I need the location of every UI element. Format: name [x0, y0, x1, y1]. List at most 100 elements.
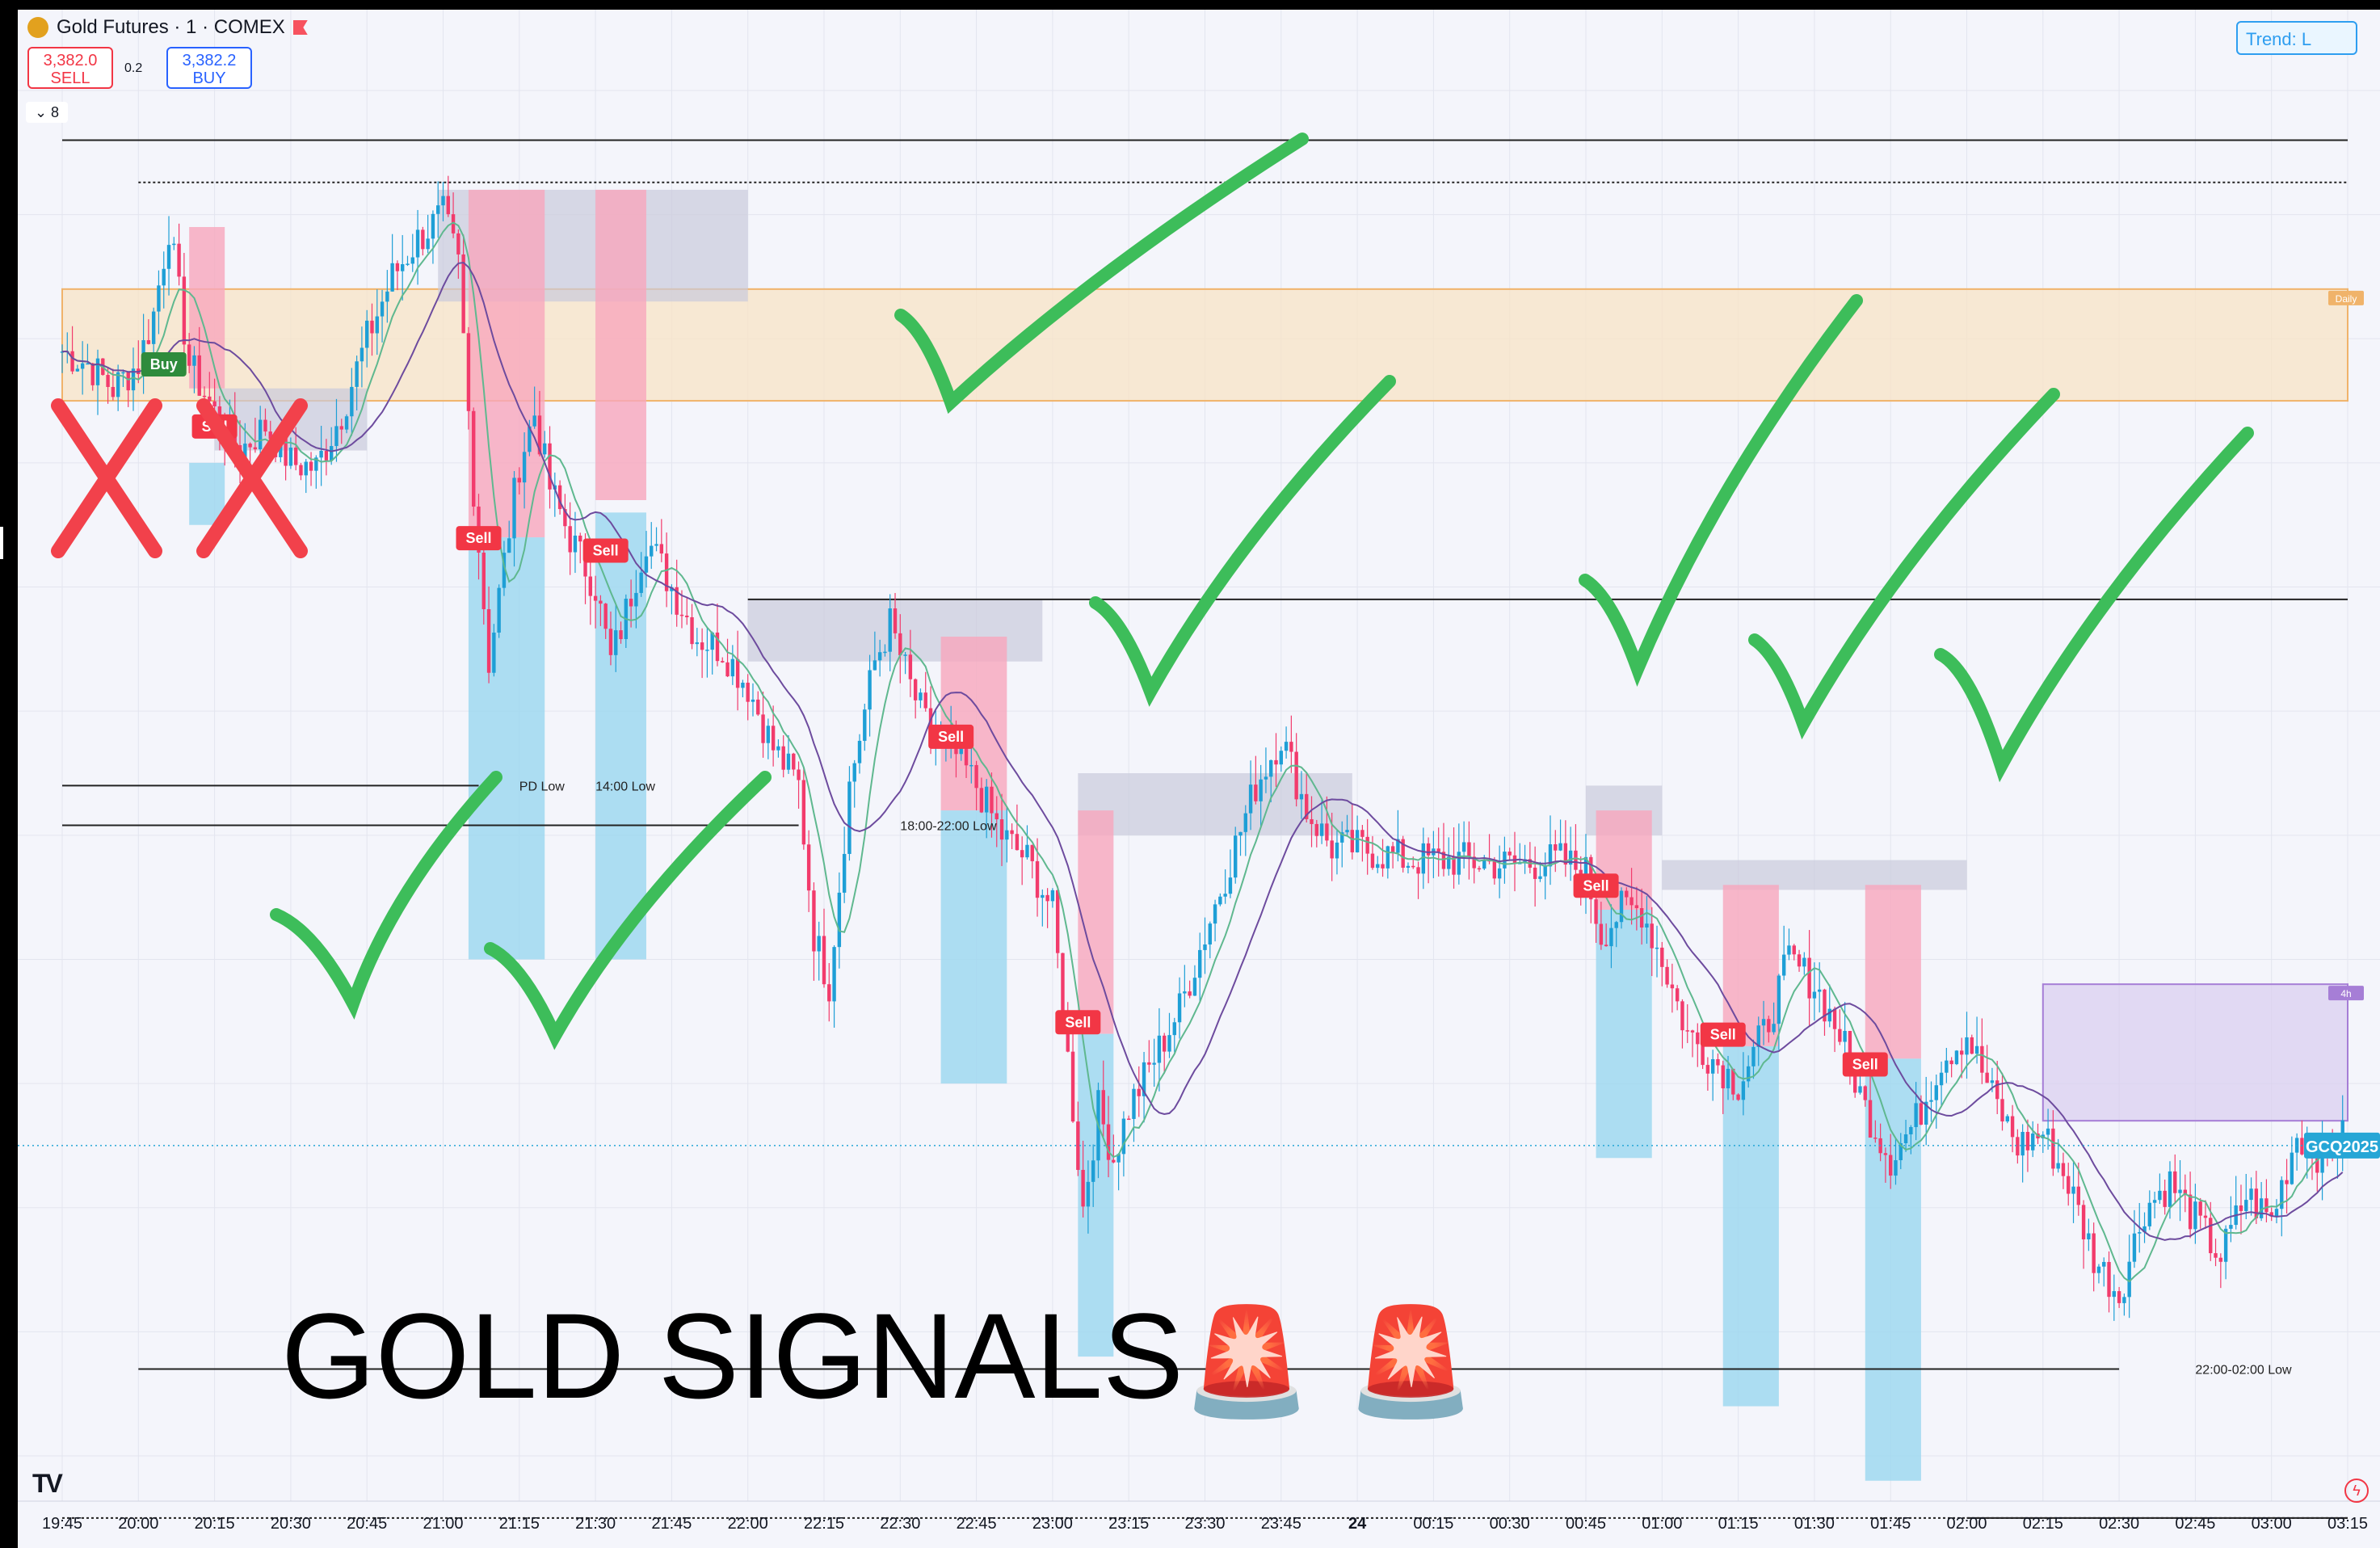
candle-body: [1310, 818, 1314, 824]
candle-body: [1548, 844, 1553, 867]
candle-body: [797, 769, 801, 780]
candle-body: [776, 746, 780, 751]
candle-body: [1147, 1062, 1151, 1065]
symbol-header[interactable]: Gold Futures · 1 · COMEX: [27, 16, 308, 39]
signal-marker[interactable]: [582, 538, 629, 563]
signal-marker[interactable]: [1573, 873, 1619, 898]
candle-body: [1903, 1134, 1908, 1144]
candle-body: [502, 553, 507, 588]
win-check-mark: [1934, 427, 2254, 783]
candle-body: [619, 630, 623, 640]
candle-body: [990, 786, 994, 814]
candle-body: [446, 196, 450, 215]
signal-marker[interactable]: [1055, 1010, 1101, 1035]
candle-body: [1183, 991, 1187, 994]
zone-tag-label: 4h: [2340, 988, 2351, 999]
candle-body: [1899, 1143, 1903, 1161]
signal-marker[interactable]: [456, 526, 502, 551]
x-axis-tick-label: 21:45: [651, 1515, 692, 1533]
x-axis-tick-label: 03:00: [2252, 1515, 2292, 1533]
candle-body: [659, 544, 664, 554]
candle-body: [197, 355, 201, 396]
tradingview-logo[interactable]: TV: [32, 1469, 63, 1498]
candle-body: [863, 709, 867, 741]
candle-body: [187, 344, 191, 366]
indicators-toggle[interactable]: ⌄ 8: [26, 102, 68, 123]
candle-body: [1355, 830, 1360, 852]
candle-body: [2229, 1225, 2233, 1229]
candle-body: [1492, 860, 1497, 879]
candle-body: [1416, 867, 1420, 874]
toolbar-handle[interactable]: [0, 527, 3, 559]
candle-body: [2249, 1188, 2253, 1201]
x-axis-tick-label: 22:00: [728, 1515, 768, 1533]
candle-body: [679, 614, 684, 616]
x-axis-tick-label: 20:45: [347, 1515, 387, 1533]
candle-body: [1680, 1001, 1684, 1031]
price-tag[interactable]: [2304, 1132, 2380, 1159]
candle-body: [1574, 850, 1578, 870]
candle-body: [599, 600, 603, 604]
headline-text: GOLD SIGNALS: [281, 1288, 1184, 1424]
candle-body: [2280, 1180, 2284, 1209]
candle-body: [608, 629, 613, 655]
candle-body: [827, 984, 831, 1002]
candle-body: [370, 320, 374, 334]
candle-body: [822, 936, 826, 985]
candle-body: [461, 254, 465, 334]
x-axis-tick-label: 00:15: [1413, 1515, 1453, 1533]
candle-body: [1883, 1153, 1888, 1155]
candle-body: [1817, 989, 1822, 992]
candle-body: [1396, 839, 1400, 853]
candle-body: [268, 431, 272, 440]
candle-body: [1558, 843, 1562, 851]
buy-button[interactable]: 3,382.2 BUY: [166, 47, 252, 89]
candle-body: [928, 708, 933, 740]
candle-body: [1533, 867, 1537, 879]
candle-body: [1294, 751, 1298, 800]
signal-marker[interactable]: [1700, 1022, 1746, 1047]
candle-body: [1345, 830, 1349, 833]
signal-marker[interactable]: [141, 352, 187, 376]
candle-body: [2107, 1261, 2111, 1298]
candle-body: [1838, 1028, 1842, 1042]
candle-body: [1325, 823, 1329, 841]
sell-button[interactable]: 3,382.0 SELL: [27, 47, 113, 89]
candle-body: [908, 654, 913, 679]
sell-target-zone: [1865, 1058, 1921, 1481]
candle-body: [1452, 856, 1456, 875]
candle-body: [284, 431, 288, 466]
candle-body: [1234, 835, 1238, 878]
win-check-mark: [1089, 375, 1396, 707]
candle-body: [2178, 1189, 2182, 1193]
candle-body: [304, 461, 308, 476]
chart-pane[interactable]: GCQ2025 Daily 4h PD Low 14:00 Low 18:00-22:00…: [18, 10, 2380, 1548]
candle-body: [1411, 865, 1415, 868]
candle-body: [1625, 890, 1629, 898]
candle-body: [492, 632, 496, 673]
candle-body: [1787, 945, 1791, 955]
trend-indicator-label[interactable]: Trend: L: [2236, 21, 2357, 55]
candle-body: [2005, 1116, 2009, 1122]
candle-body: [786, 753, 791, 770]
candle-body: [395, 263, 400, 271]
bolt-icon[interactable]: ϟ: [2344, 1479, 2369, 1503]
candle-body: [212, 401, 217, 407]
candle-body: [1035, 860, 1040, 898]
candle-body: [1020, 850, 1024, 858]
candle-body: [705, 650, 709, 651]
chart-canvas[interactable]: GCQ2025 Daily 4h PD Low 14:00 Low 18:00-22:00…: [18, 10, 2380, 1548]
flag-icon[interactable]: [292, 20, 308, 35]
candle-body: [1447, 856, 1451, 869]
sell-entry-zone: [468, 189, 545, 538]
x-axis-tick-label: 21:30: [575, 1515, 616, 1533]
candle-body: [1116, 1154, 1121, 1163]
x-axis-tick-label: 19:45: [42, 1515, 82, 1533]
candle-body: [90, 363, 95, 385]
signal-marker[interactable]: [1842, 1052, 1888, 1077]
candle-body: [410, 257, 414, 264]
candle-body: [472, 410, 476, 507]
candle-body: [1192, 978, 1197, 996]
signal-marker[interactable]: [928, 724, 974, 749]
candle-body: [721, 661, 725, 663]
